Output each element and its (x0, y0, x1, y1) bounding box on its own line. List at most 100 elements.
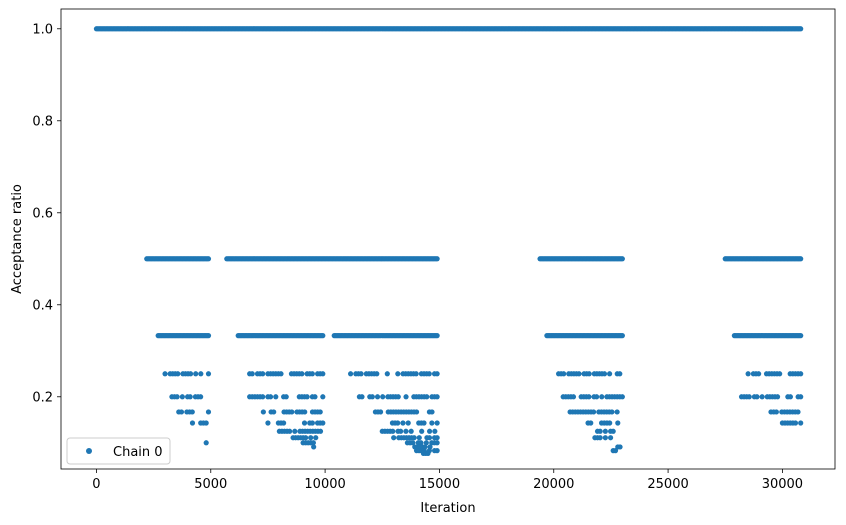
x-tick-label: 10000 (304, 477, 345, 492)
legend: Chain 0 (66, 437, 171, 465)
data-point (198, 371, 204, 377)
data-point (759, 394, 765, 400)
data-point (614, 409, 620, 415)
data-point (434, 435, 440, 441)
x-tick-label: 25000 (647, 477, 688, 492)
data-point (610, 428, 616, 434)
y-tick-label: 0.8 (32, 114, 53, 129)
x-tick-label: 0 (92, 477, 100, 492)
data-point (374, 371, 380, 377)
data-point (434, 440, 440, 446)
data-point (273, 394, 279, 400)
data-point (434, 333, 440, 339)
data-point (178, 409, 185, 415)
data-point (302, 409, 308, 415)
data-point (561, 371, 567, 377)
data-point (309, 420, 315, 426)
data-point (403, 394, 409, 400)
data-point (408, 428, 414, 434)
x-axis-label: Iteration (420, 501, 475, 516)
y-tick-label: 1.0 (32, 22, 53, 37)
data-point (756, 371, 762, 377)
data-point (405, 420, 411, 426)
data-point (424, 394, 430, 400)
data-point (798, 26, 804, 32)
data-point (617, 371, 623, 377)
plot-frame (60, 8, 836, 470)
data-point (303, 435, 309, 441)
data-point (410, 440, 416, 446)
data-point (313, 435, 319, 441)
data-point (205, 333, 212, 339)
data-point (395, 394, 401, 400)
data-point (278, 371, 284, 377)
data-point (434, 256, 440, 262)
data-point (416, 435, 422, 441)
data-point (609, 409, 615, 415)
data-point (798, 256, 804, 262)
data-point (754, 394, 760, 400)
data-point (586, 394, 592, 400)
data-point (391, 435, 397, 441)
data-point (287, 428, 293, 434)
data-point (205, 409, 212, 415)
data-point (260, 394, 266, 400)
data-point (320, 371, 326, 377)
data-point (260, 409, 266, 415)
data-point (795, 409, 801, 415)
x-tick-label: 30000 (762, 477, 803, 492)
data-point (601, 371, 608, 377)
data-point (292, 428, 298, 434)
data-point (619, 333, 625, 339)
plot-background (61, 9, 835, 469)
data-point (175, 371, 181, 377)
data-point (434, 420, 440, 426)
data-point (205, 256, 212, 262)
data-point (421, 420, 427, 426)
data-point (347, 371, 354, 377)
data-point (320, 333, 326, 339)
data-point (426, 371, 432, 377)
data-point (798, 371, 804, 377)
data-point (413, 409, 420, 415)
data-point (615, 420, 621, 426)
data-point (317, 409, 323, 415)
data-point (419, 428, 425, 434)
data-point (320, 394, 326, 400)
legend-marker (86, 448, 92, 454)
data-point (312, 394, 318, 400)
data-point (308, 435, 314, 441)
data-point (249, 371, 255, 377)
data-point (384, 371, 390, 377)
data-point (746, 394, 752, 400)
x-tick-label: 15000 (419, 477, 460, 492)
data-point (619, 256, 625, 262)
x-axis-ticks: 0 5000 10000 15000 20000 25000 30000 (92, 469, 803, 492)
data-point (301, 420, 308, 426)
data-point (411, 435, 417, 441)
data-point (198, 394, 204, 400)
data-point (369, 394, 375, 400)
data-point (377, 409, 384, 415)
data-point (576, 371, 582, 377)
data-point (570, 394, 577, 400)
data-point (599, 394, 605, 400)
data-point (588, 420, 594, 426)
data-point (403, 428, 409, 434)
data-point (594, 394, 600, 400)
data-point (607, 420, 613, 426)
data-point (607, 435, 614, 441)
data-point (398, 428, 404, 434)
data-point (193, 371, 199, 377)
data-point (289, 409, 295, 415)
data-point (426, 435, 433, 441)
data-point (429, 420, 435, 426)
data-point (187, 371, 194, 377)
data-point (612, 448, 619, 454)
data-point (432, 428, 438, 434)
data-point (774, 394, 781, 400)
y-axis-ticks: 0.2 0.4 0.6 0.8 1.0 (32, 22, 61, 405)
data-point (607, 371, 613, 377)
data-point (179, 394, 185, 400)
